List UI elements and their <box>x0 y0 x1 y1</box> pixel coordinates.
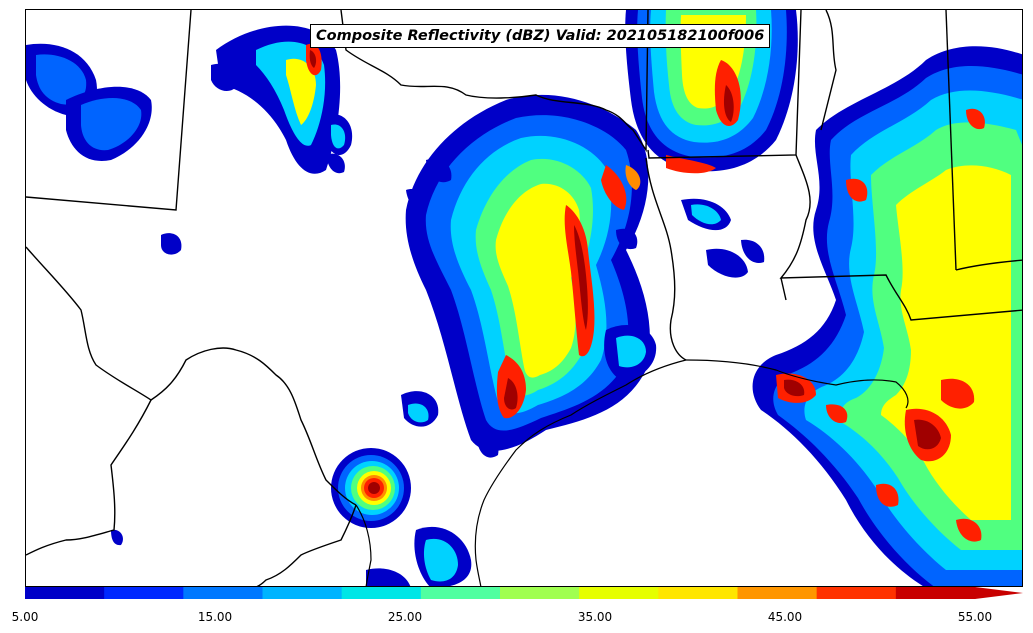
colorbar-segment <box>816 587 897 599</box>
colorbar-tick-label: 55.00 <box>957 610 993 624</box>
colorbar-segment <box>25 587 105 599</box>
eastern-storm-complex <box>752 46 1022 586</box>
colorbar-segment <box>183 587 263 599</box>
colorbar-tick-label: 15.00 <box>197 610 233 624</box>
south-texas-cell <box>111 391 499 586</box>
colorbar <box>25 587 1023 599</box>
colorbar-segments <box>25 587 976 599</box>
east-texas-cells <box>326 153 765 380</box>
colorbar-tick-label: 35.00 <box>577 610 613 624</box>
colorbar-segment <box>579 587 659 599</box>
central-texas-storm-complex <box>405 94 650 451</box>
colorbar-tick-label: 25.00 <box>387 610 423 624</box>
colorbar-segment <box>262 587 343 599</box>
colorbar-segment <box>104 587 184 599</box>
colorbar-segment <box>420 587 501 599</box>
gulf-coastline <box>355 359 909 586</box>
colorbar-segment <box>658 587 738 599</box>
reflectivity-map <box>26 10 1022 586</box>
colorbar-tick-label: 5.00 <box>11 610 39 624</box>
map-title: Composite Reflectivity (dBZ) Valid: 2021… <box>310 24 771 48</box>
colorbar-segment <box>341 587 422 599</box>
state-boundaries <box>26 10 1022 586</box>
colorbar-extend-arrow <box>975 587 1023 599</box>
colorbar-tick-label: 45.00 <box>767 610 803 624</box>
colorbar-segment <box>737 587 818 599</box>
colorbar-segment <box>500 587 580 599</box>
colorbar-segment <box>895 587 976 599</box>
panhandle-storm-cells <box>26 25 353 255</box>
map-panel: Composite Reflectivity (dBZ) Valid: 2021… <box>25 9 1023 587</box>
